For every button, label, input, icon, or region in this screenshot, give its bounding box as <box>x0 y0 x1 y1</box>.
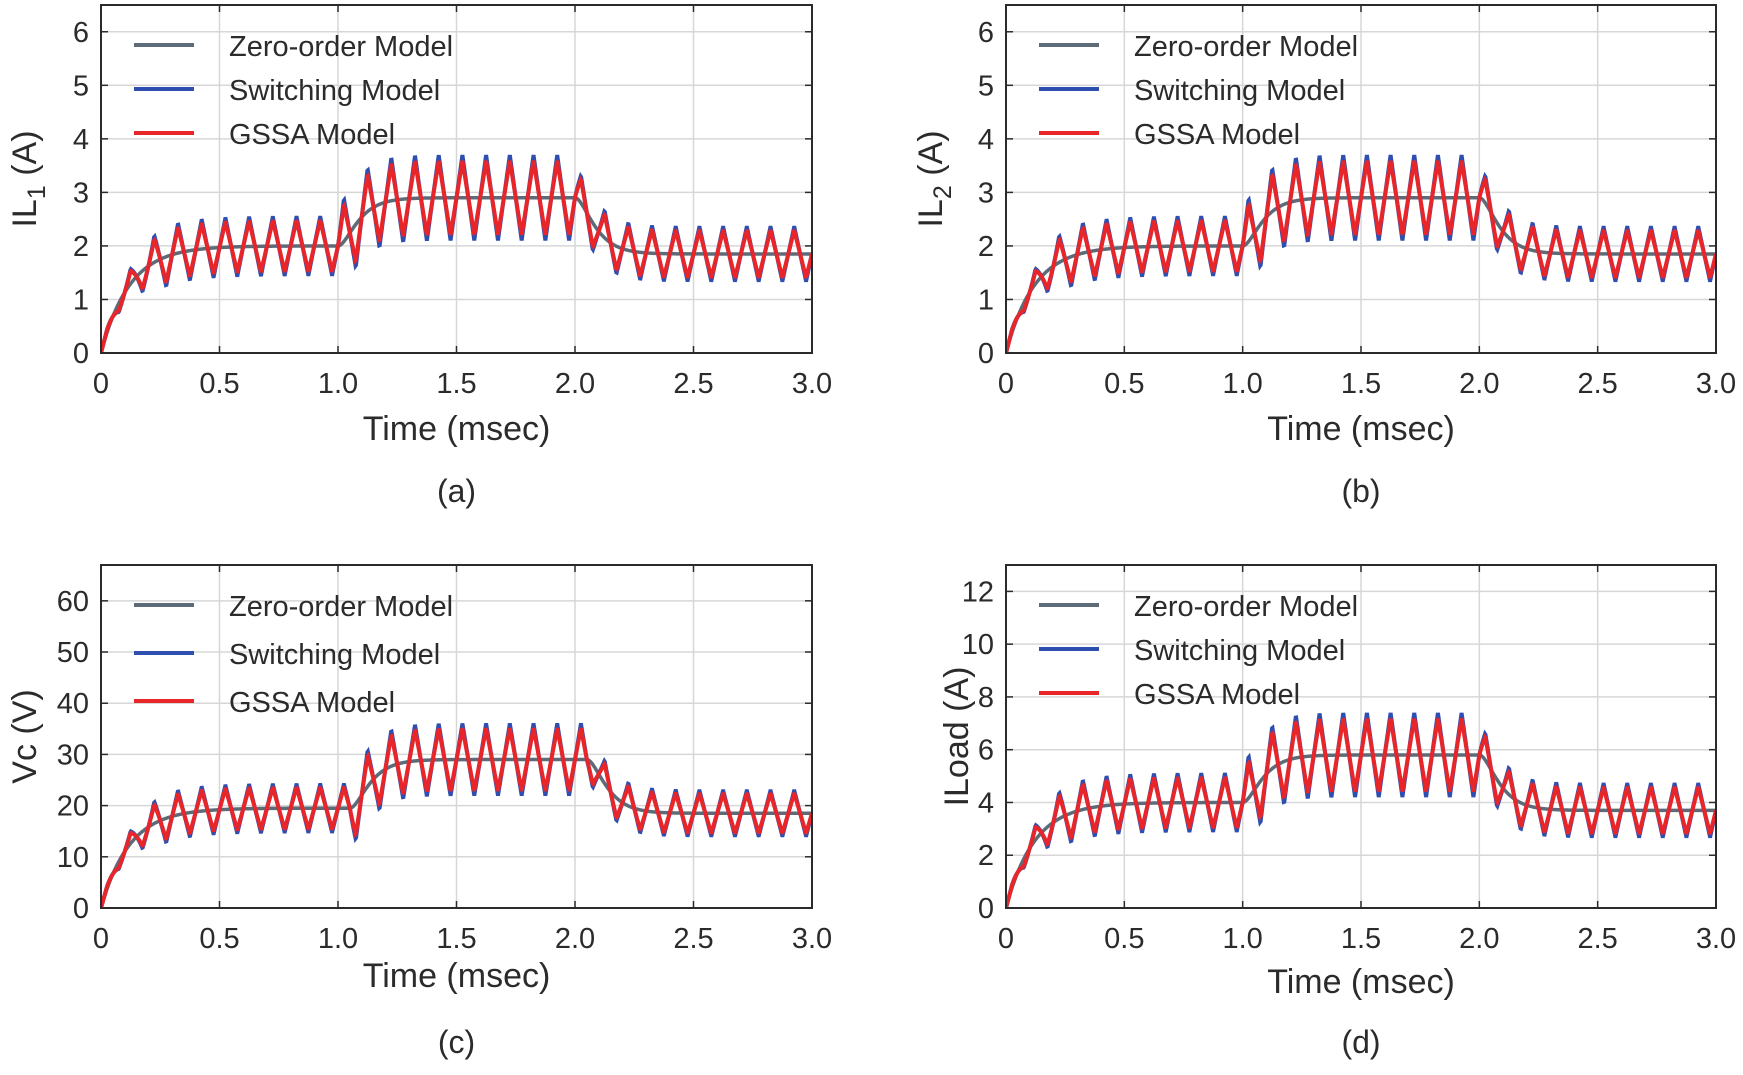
x-tick-label: 0 <box>93 923 109 955</box>
x-tick-label: 1.0 <box>1223 368 1263 400</box>
x-tick-label: 1.5 <box>436 368 476 400</box>
legend-label: Zero-order Model <box>229 591 453 623</box>
x-tick-label: 2.5 <box>1578 368 1618 400</box>
x-tick-label: 1.0 <box>318 923 358 955</box>
y-tick-label: 4 <box>978 787 994 819</box>
x-tick-label: 0.5 <box>199 923 239 955</box>
panel-caption: (b) <box>1341 473 1380 509</box>
y-tick-label: 0 <box>978 338 994 370</box>
chart-panel-a: 0 0.5 1.0 1.5 2.0 2.5 3.0 0 1 2 3 4 5 6 Time (msec) IL1… <box>6 4 832 509</box>
y-tick-label: 2 <box>978 231 994 263</box>
y-tick-label: 4 <box>978 124 994 156</box>
y-tick-label: 60 <box>57 586 89 618</box>
x-tick-label: 3.0 <box>792 368 832 400</box>
y-tick-label: 30 <box>57 739 89 771</box>
x-tick-label: 0 <box>93 368 109 400</box>
x-tick-label: 3.0 <box>1696 368 1736 400</box>
x-tick-label: 1.5 <box>1341 923 1381 955</box>
x-tick-label: 2.5 <box>673 368 713 400</box>
y-tick-label: 5 <box>73 70 89 102</box>
y-tick-label: 4 <box>73 124 89 156</box>
x-axis-label: Time (msec) <box>1267 410 1455 448</box>
x-tick-label: 1.5 <box>1341 368 1381 400</box>
y-tick-label: 6 <box>73 17 89 49</box>
series-gssa-line <box>1006 160 1716 353</box>
y-axis-label: IL1 (A) <box>6 130 51 227</box>
y-tick-label: 2 <box>978 840 994 872</box>
y-tick-label: 1 <box>978 284 994 316</box>
x-tick-label: 2.0 <box>555 368 595 400</box>
panel-caption: (d) <box>1341 1024 1380 1060</box>
legend-label: GSSA Model <box>229 119 395 151</box>
y-tick-label: 20 <box>57 791 89 823</box>
x-tick-label: 3.0 <box>792 923 832 955</box>
y-tick-label: 6 <box>978 735 994 767</box>
y-axis-label: Vc (V) <box>6 689 44 783</box>
legend-label: Zero-order Model <box>1134 591 1358 623</box>
legend-label: GSSA Model <box>1134 119 1300 151</box>
x-tick-label: 0 <box>998 923 1014 955</box>
x-axis-label: Time (msec) <box>363 957 551 995</box>
y-tick-label: 8 <box>978 682 994 714</box>
series-gssa-line <box>101 160 812 353</box>
x-tick-label: 0.5 <box>1104 923 1144 955</box>
y-axis-label: ILoad (A) <box>938 667 976 807</box>
legend-label: Switching Model <box>1134 75 1345 107</box>
y-tick-label: 3 <box>978 177 994 209</box>
x-tick-label: 0 <box>998 368 1014 400</box>
panel-caption: (c) <box>438 1024 475 1060</box>
series-gssa-line <box>1006 718 1716 908</box>
legend-label: Switching Model <box>1134 635 1345 667</box>
y-tick-label: 3 <box>73 177 89 209</box>
x-axis-label: Time (msec) <box>1267 963 1455 1001</box>
y-tick-label: 10 <box>57 842 89 874</box>
y-tick-label: 0 <box>978 893 994 925</box>
y-tick-label: 40 <box>57 688 89 720</box>
legend-label: Zero-order Model <box>1134 31 1358 63</box>
chart-panel-d: 0 0.5 1.0 1.5 2.0 2.5 3.0 0 2 4 6 8 10 12 Time (msec) I… <box>938 564 1736 1060</box>
legend-label: GSSA Model <box>1134 679 1300 711</box>
y-tick-label: 5 <box>978 70 994 102</box>
x-tick-label: 1.0 <box>318 368 358 400</box>
legend-label: GSSA Model <box>229 687 395 719</box>
y-tick-label: 12 <box>962 576 994 608</box>
panel-caption: (a) <box>437 473 476 509</box>
x-tick-label: 2.5 <box>1578 923 1618 955</box>
y-tick-label: 0 <box>73 893 89 925</box>
y-axis-label: IL2 (A) <box>912 130 957 227</box>
x-tick-label: 2.5 <box>673 923 713 955</box>
legend-label: Zero-order Model <box>229 31 453 63</box>
y-tick-label: 50 <box>57 637 89 669</box>
legend-label: Switching Model <box>229 75 440 107</box>
x-tick-label: 1.0 <box>1223 923 1263 955</box>
y-tick-label: 10 <box>962 629 994 661</box>
x-tick-label: 2.0 <box>1459 368 1499 400</box>
y-tick-label: 0 <box>73 338 89 370</box>
x-tick-label: 3.0 <box>1696 923 1736 955</box>
y-tick-label: 1 <box>73 284 89 316</box>
chart-panel-c: 0 0.5 1.0 1.5 2.0 2.5 3.0 0 10 20 30 40 50 60 Time (ms… <box>6 564 832 1060</box>
x-tick-label: 2.0 <box>1459 923 1499 955</box>
y-tick-label: 6 <box>978 17 994 49</box>
y-tick-label: 2 <box>73 231 89 263</box>
chart-panel-b: 0 0.5 1.0 1.5 2.0 2.5 3.0 0 1 2 3 4 5 6 Time (msec) IL2… <box>912 4 1736 509</box>
x-tick-label: 0.5 <box>1104 368 1144 400</box>
x-tick-label: 1.5 <box>436 923 476 955</box>
x-axis-label: Time (msec) <box>363 410 551 448</box>
series-gssa-line <box>101 727 812 908</box>
legend-label: Switching Model <box>229 639 440 671</box>
x-tick-label: 2.0 <box>555 923 595 955</box>
x-tick-label: 0.5 <box>199 368 239 400</box>
